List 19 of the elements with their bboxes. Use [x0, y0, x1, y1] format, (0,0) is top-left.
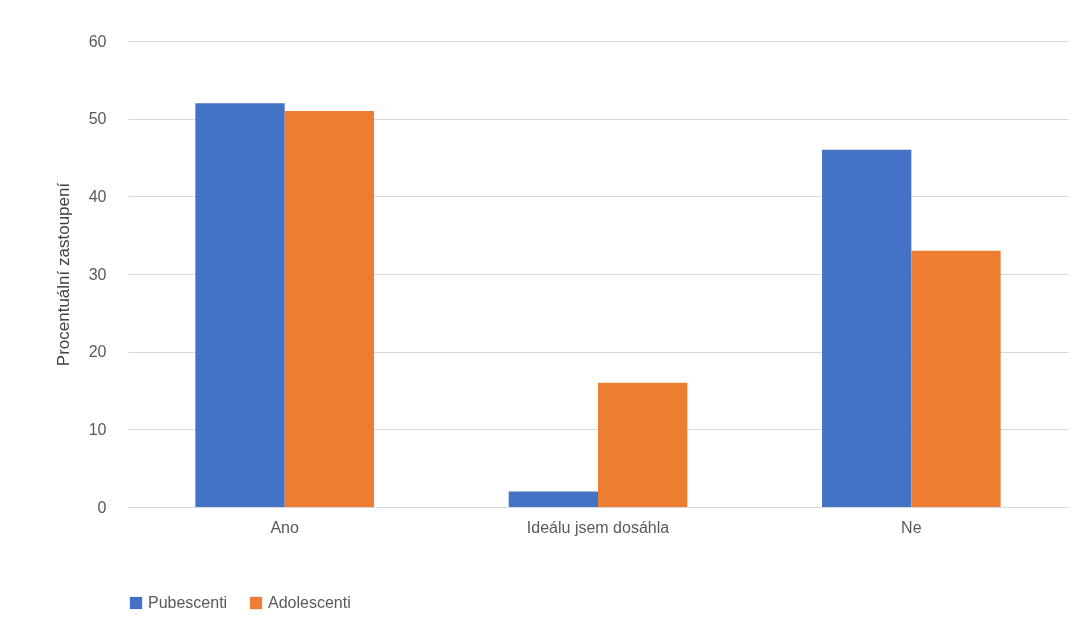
y-tick-label: 20 — [88, 343, 107, 361]
x-tick-label: Ano — [270, 518, 299, 536]
legend-label: Adolescenti — [268, 594, 351, 611]
y-tick-label: 10 — [88, 420, 107, 438]
y-axis-title: Procentuální zastoupení — [53, 182, 73, 367]
x-tick-label: Ne — [901, 518, 922, 536]
legend-label: Pubescenti — [148, 594, 228, 611]
bar — [508, 491, 598, 507]
y-tick-label: 0 — [97, 498, 107, 516]
x-tick-label: Ideálu jsem dosáhla — [526, 518, 670, 536]
bar — [598, 382, 688, 507]
bar — [284, 110, 374, 507]
bar — [911, 250, 1001, 507]
bar — [195, 103, 285, 507]
bar — [822, 149, 912, 507]
y-tick-label: 50 — [88, 110, 107, 128]
y-tick-label: 40 — [88, 187, 107, 205]
y-tick-label: 30 — [88, 265, 107, 283]
y-tick-label: 60 — [88, 32, 107, 50]
